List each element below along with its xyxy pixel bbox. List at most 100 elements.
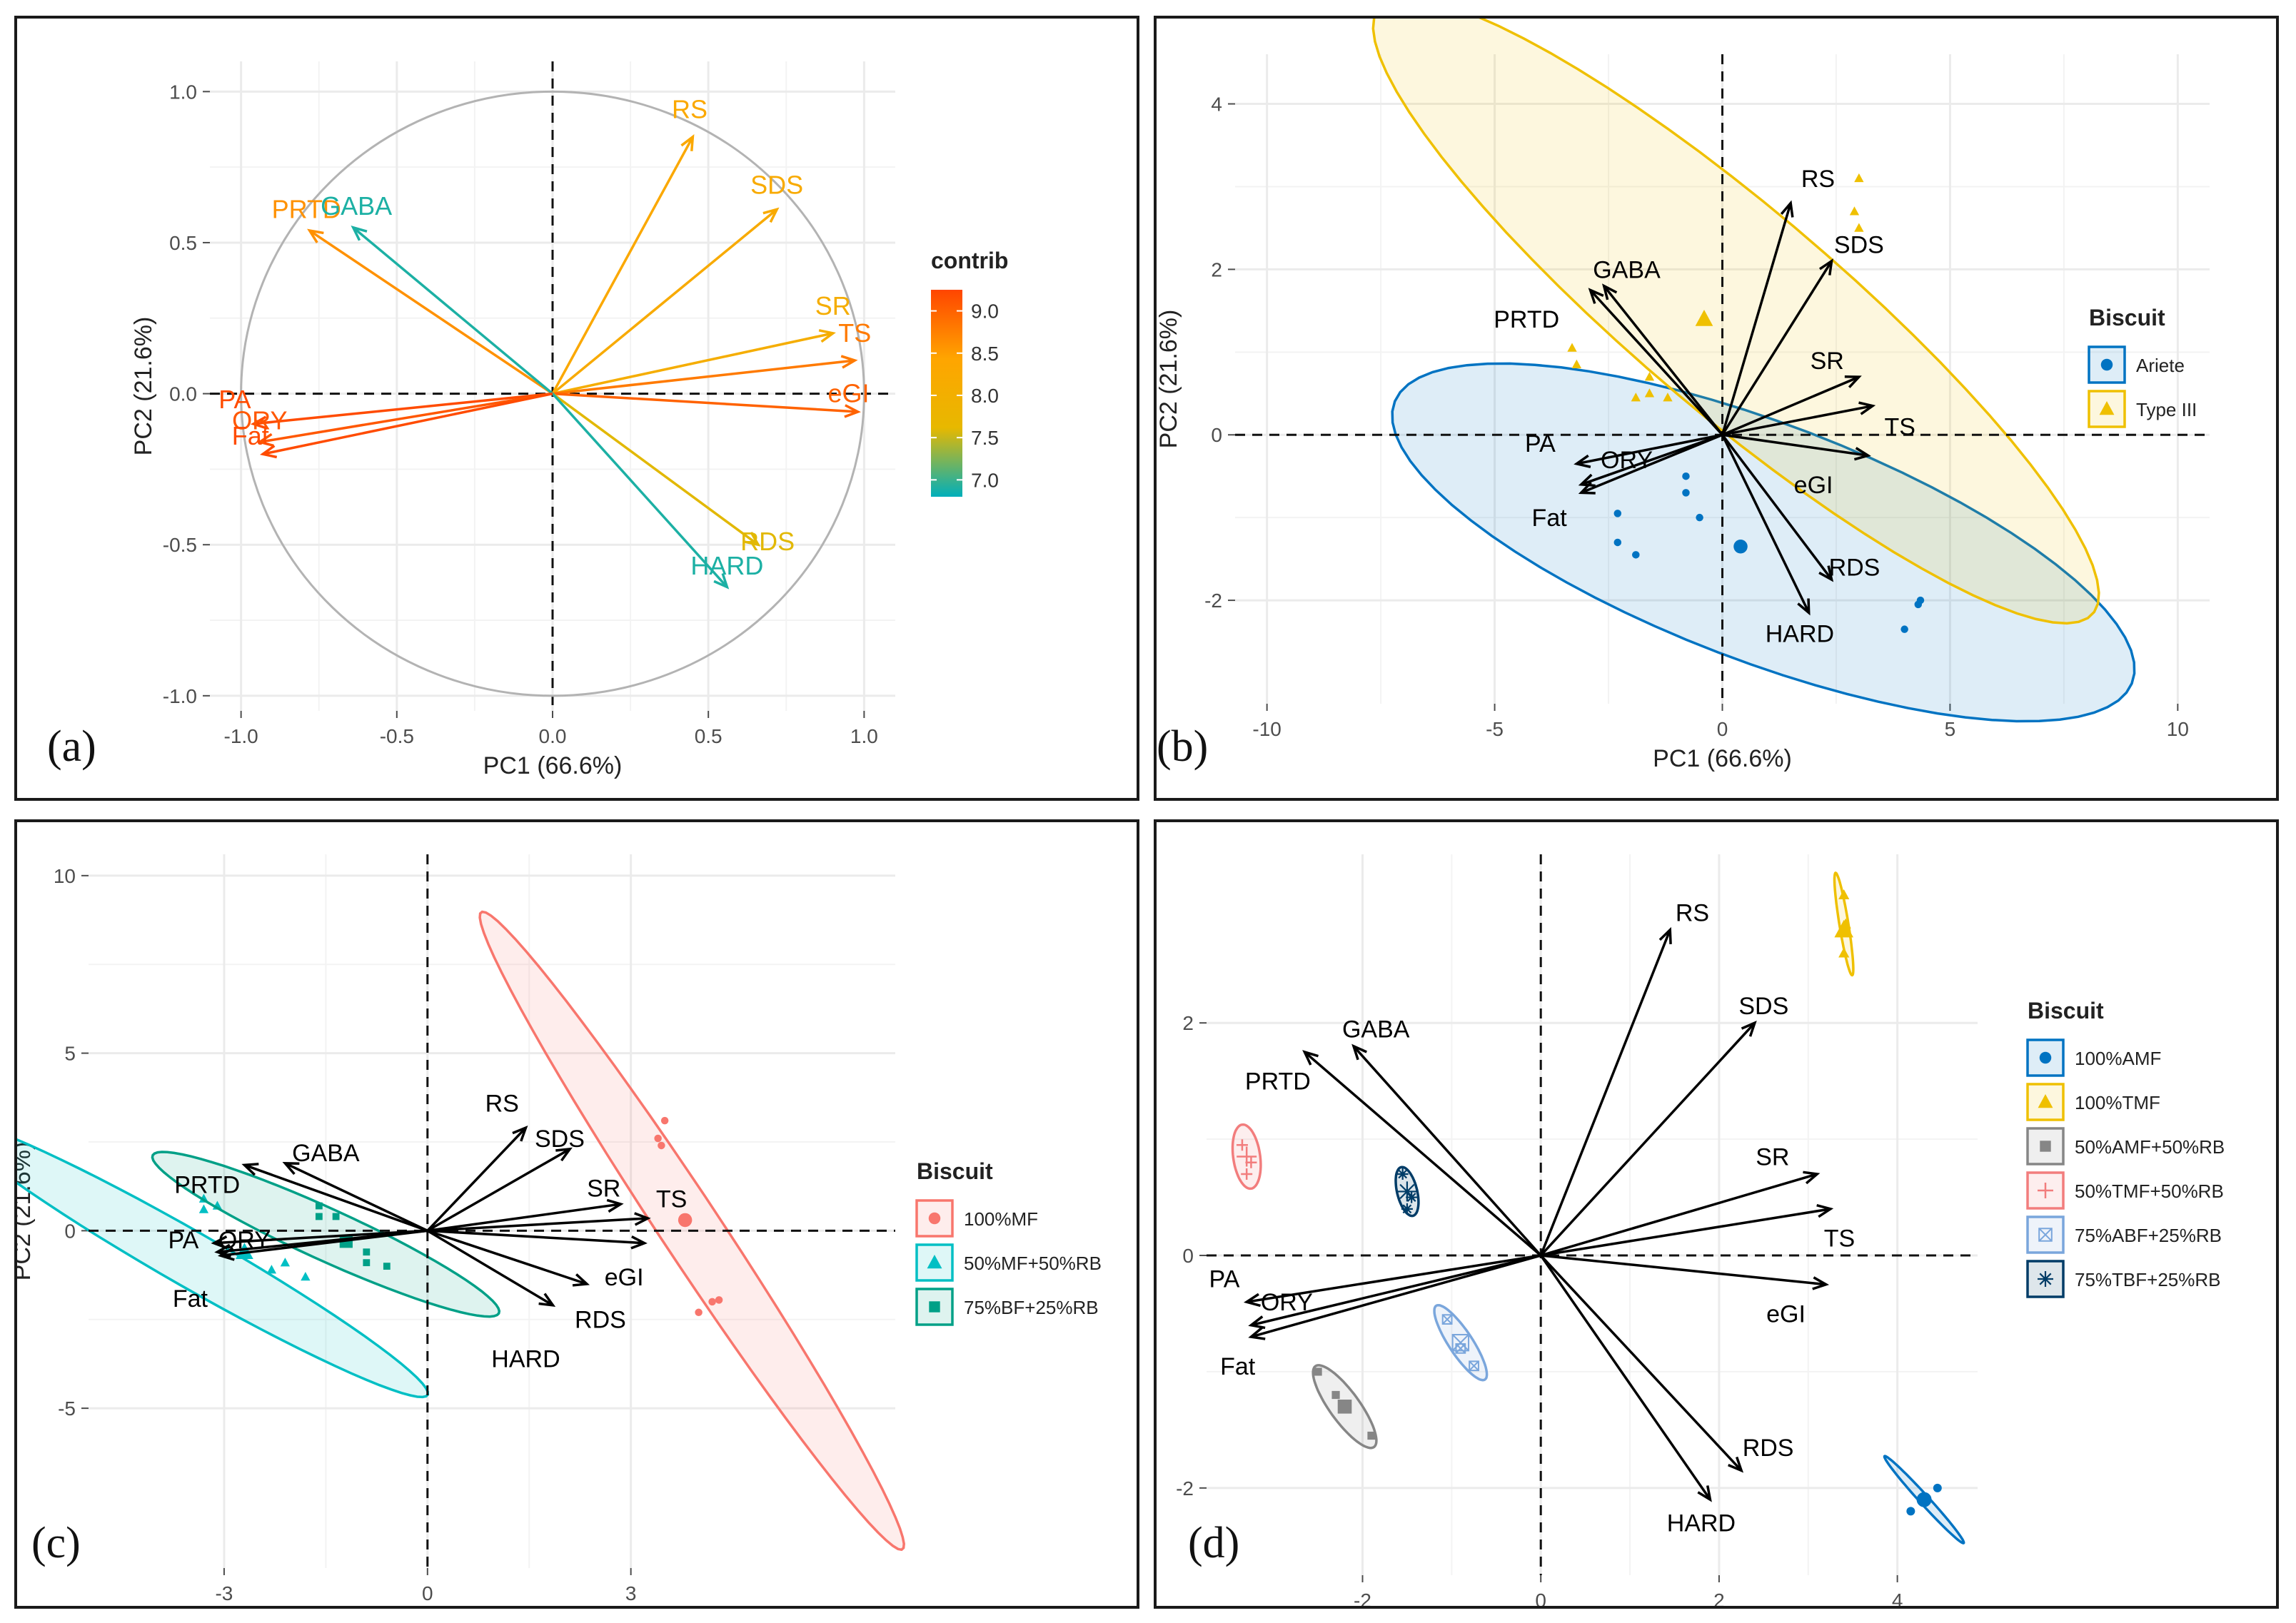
data-point [266, 1265, 277, 1274]
variable-label-fat: Fat [173, 1285, 208, 1313]
arrowhead-ory [256, 433, 274, 448]
arrowhead-rds [572, 1273, 590, 1287]
x-tick-label: 4 [1892, 1589, 1903, 1606]
arrowhead-egi [844, 404, 861, 418]
y-tick-label: -1.0 [163, 685, 197, 707]
variable-label-rs: RS [1676, 899, 1709, 926]
arrowhead-hard [1797, 598, 1811, 616]
arrow-fat [220, 1229, 428, 1257]
x-tick-label: 0 [1535, 1589, 1546, 1606]
arrow-prtd [243, 1163, 428, 1233]
group-100pcttmf [1833, 871, 1855, 977]
data-point [363, 1259, 371, 1267]
arrowhead-prtd [307, 228, 324, 243]
legend-label-50pctmf-50pctrb: 50%MF+50%RB [964, 1253, 1102, 1274]
y-tick-label: 5 [64, 1043, 76, 1065]
arrowhead-sr [818, 329, 836, 343]
x-tick-label: 0.0 [539, 725, 567, 747]
arrowhead-rds [744, 531, 761, 547]
legend-key-marker [928, 1212, 941, 1225]
arrowhead-ory [1578, 473, 1596, 487]
legend-key-marker [2039, 1051, 2052, 1064]
group-ariete [1391, 362, 2136, 723]
chart-panel-a: -1.0 -0.5 0.0 0.5 1.0 -1.0 -0.5 0.0 0.5 1.0 PC1 (6… [130, 61, 1008, 779]
group-75pctbf-25pctrb [151, 1151, 501, 1318]
arrowhead-rs [680, 134, 695, 151]
data-point [1854, 223, 1864, 232]
x-tick-label: 10 [2167, 718, 2189, 740]
y-tick-label: -2 [1176, 1477, 1194, 1500]
variable-label-sds: SDS [535, 1126, 585, 1153]
arrowhead-gaba [282, 1161, 300, 1175]
plot-area: -10 -5 0 5 10 -2 0 2 4 PC1 (66.6%) PC2 (21.6%) RS SD… [1157, 19, 2210, 772]
data-point [1632, 551, 1640, 559]
data-point [1401, 1203, 1413, 1215]
arrowhead-pa [1574, 454, 1591, 468]
data-point [1933, 1483, 1942, 1492]
axis-ticks: -10 -5 0 5 10 -2 0 2 4 [1204, 93, 2189, 740]
data-point [1631, 393, 1641, 402]
arrowhead-sds [1741, 1021, 1757, 1037]
data-point [1441, 1314, 1453, 1325]
arrowhead-egi [630, 1235, 648, 1250]
group-mean-point [1396, 1181, 1417, 1202]
grid [1207, 854, 1978, 1575]
data-point [1838, 889, 1850, 900]
arrow-rs [1539, 929, 1671, 1256]
arrow-rds [1539, 1254, 1743, 1472]
panel-c: -303-50510PC1 (66.6%)PC2 (21.6%)RSSDSSRT… [14, 819, 1139, 1609]
arrow-fat [1250, 1254, 1541, 1338]
data-point [1838, 947, 1850, 958]
variable-label-sr: SR [587, 1175, 620, 1203]
arrow-ts [1722, 404, 1873, 436]
legend-tick-label: 9.0 [971, 300, 999, 323]
confidence-ellipse [17, 1138, 430, 1399]
y-tick-label: 0.5 [169, 232, 197, 254]
group-mean-point [1733, 539, 1748, 554]
arrow-sr [427, 1203, 621, 1233]
arrowhead-pa [250, 415, 268, 430]
arrow-gaba [1352, 1045, 1542, 1257]
variable-label-hard: HARD [491, 1345, 560, 1372]
arrow-ts [427, 1217, 648, 1233]
arrow-ts [552, 359, 855, 395]
data-point [708, 1298, 716, 1306]
arrow-gaba [1603, 285, 1723, 436]
legend-key-marker [927, 1255, 942, 1269]
data-point [1854, 173, 1864, 183]
arrow-sds [551, 208, 778, 395]
arrowhead-hard [1697, 1485, 1712, 1502]
variable-label-ory: ORY [1261, 1289, 1313, 1316]
x-tick-label: -0.5 [380, 725, 414, 747]
data-point [1331, 1390, 1340, 1400]
legend: Biscuit 100%MF 50%MF+50%RB 75%BF+25%RB [915, 1158, 1102, 1326]
panel-label-b: (b) [1157, 722, 1209, 771]
legend-label-ariete: Ariete [2136, 355, 2185, 376]
arrowhead-pa [1243, 1293, 1261, 1308]
arrowhead-rds [1818, 565, 1834, 582]
arrow-sds [1539, 1022, 1756, 1257]
arrow-sr [1540, 1173, 1818, 1257]
x-axis-title: PC1 (66.6%) [483, 752, 623, 779]
variable-label-hard: HARD [1766, 620, 1834, 647]
arrow-fat [262, 392, 553, 455]
arrowhead-hard [538, 1293, 556, 1308]
correlation-circle [240, 90, 865, 697]
arrow-pa [1246, 1254, 1541, 1303]
axis-ticks: -1.0 -0.5 0.0 0.5 1.0 -1.0 -0.5 0.0 0.5 1.0 [163, 81, 878, 747]
arrowhead-hard [713, 572, 730, 590]
variable-label-sds: SDS [1738, 993, 1788, 1020]
arrow-rds [427, 1229, 588, 1285]
arrow-gaba [284, 1162, 428, 1232]
legend-key-marker [2040, 1141, 2051, 1152]
y-tick-label: 10 [54, 865, 76, 887]
arrowhead-ory [1248, 1315, 1266, 1330]
data-point [383, 1263, 391, 1270]
arrow-pa [253, 392, 553, 425]
variable-label-fat: Fat [232, 421, 269, 450]
arrowhead-sr [1803, 1171, 1821, 1185]
variable-label-ory: ORY [218, 1227, 271, 1254]
